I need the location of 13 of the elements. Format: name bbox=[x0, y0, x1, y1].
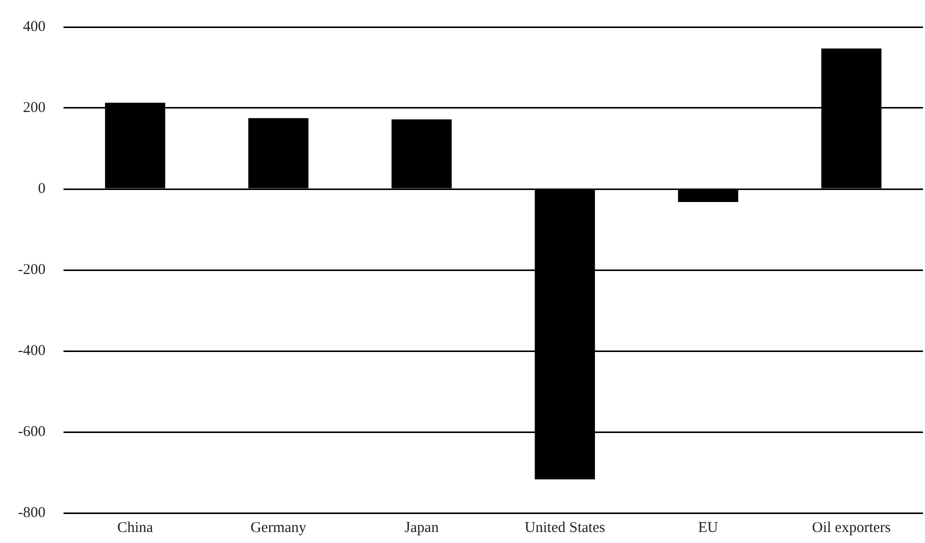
x-tick-label: Oil exporters bbox=[812, 520, 891, 536]
y-tick-label: 200 bbox=[22, 100, 46, 116]
y-tick-label: 400 bbox=[22, 18, 46, 35]
x-tick-label: Japan bbox=[404, 520, 440, 536]
x-tick-label: Germany bbox=[250, 520, 307, 536]
y-tick-label: -600 bbox=[18, 424, 46, 440]
y-tick-label: -400 bbox=[18, 342, 46, 359]
x-tick-label: United States bbox=[524, 520, 606, 536]
y-tick-label: -200 bbox=[18, 262, 46, 278]
x-tick-label: EU bbox=[698, 520, 718, 536]
x-tick-label: China bbox=[117, 520, 154, 536]
y-tick-label: 0 bbox=[38, 180, 46, 197]
y-tick-label: -800 bbox=[18, 504, 46, 521]
